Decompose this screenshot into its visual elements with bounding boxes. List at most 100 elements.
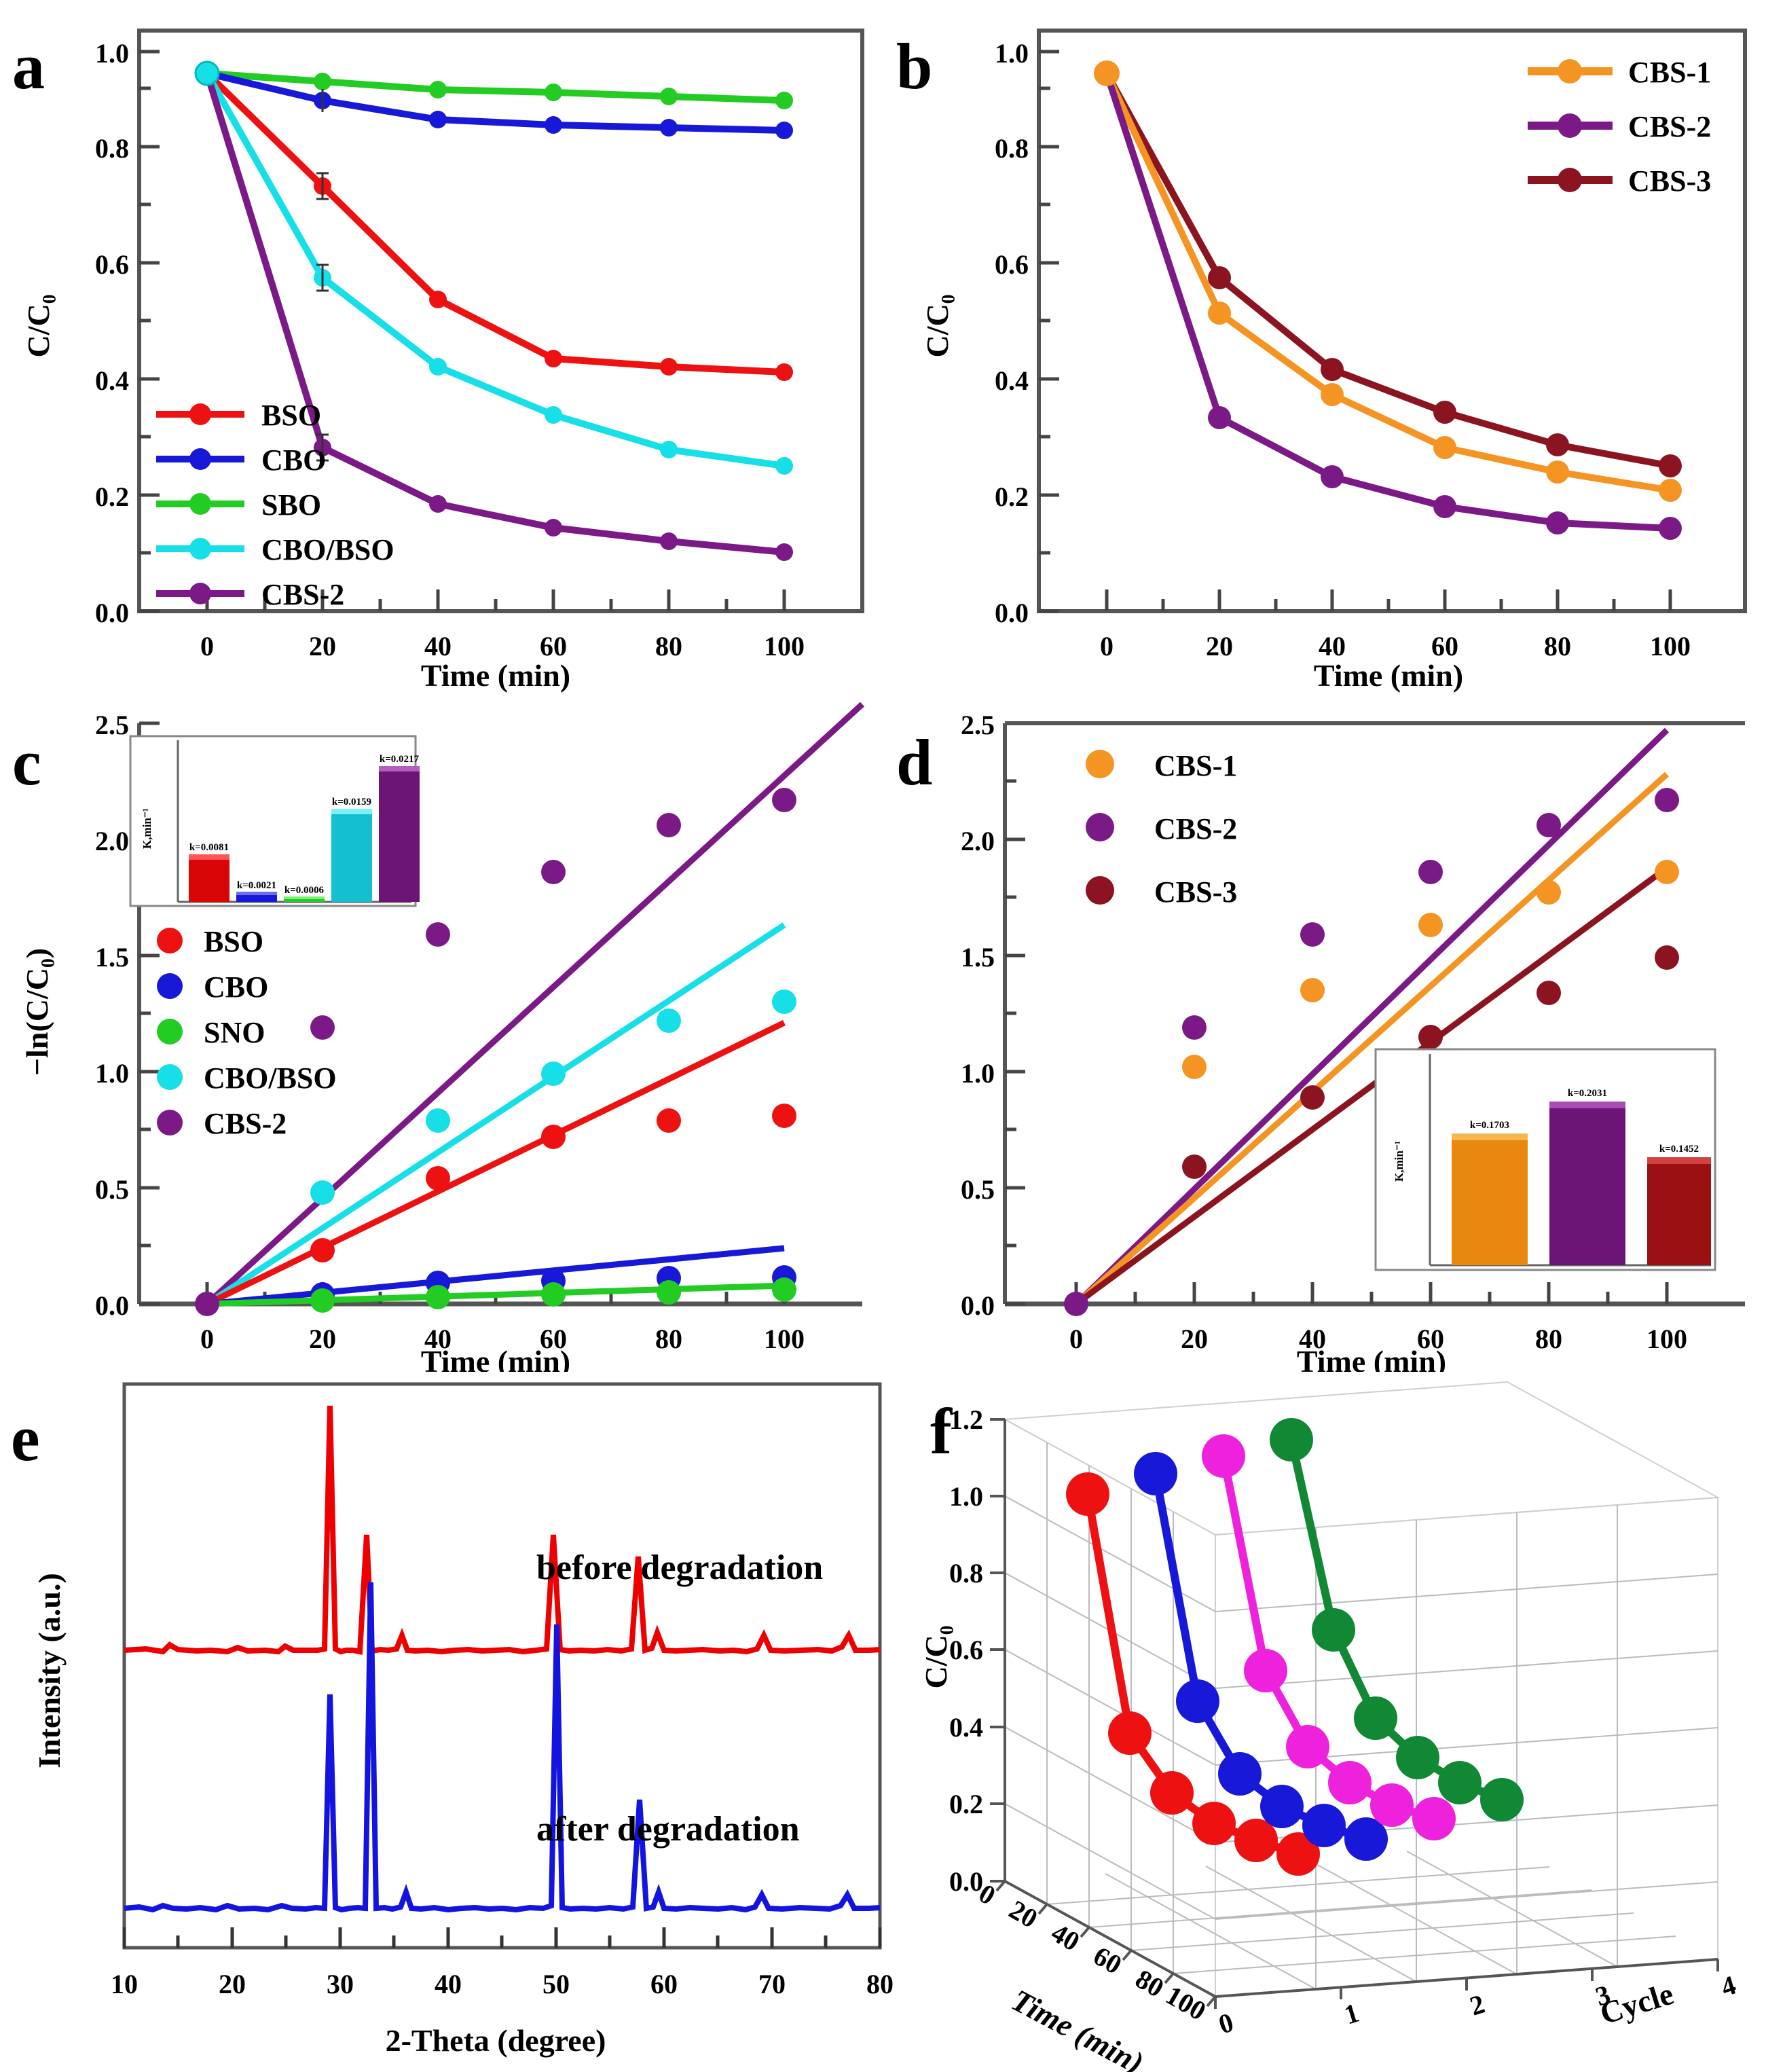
panel-d-ytick-2: 1.0 <box>961 1058 995 1089</box>
panel-e-plot: 10 20 30 40 50 60 70 80 2-Theta (degree)… <box>32 1382 894 2058</box>
panel-a-xaxis-label: Time (min) <box>421 658 570 693</box>
panel-c-ytick-0: 0.0 <box>95 1290 129 1321</box>
panel-b-legend-2: CBS-3 <box>1628 164 1711 198</box>
panel-f-cycletick-1: 1 <box>1340 1997 1362 2031</box>
panel-a-xtick-3: 60 <box>540 631 567 661</box>
panel-e-trace-label-after: after degradation <box>536 1810 800 1849</box>
panel-b-label: b <box>896 30 933 103</box>
panel-e: e 10 20 30 40 50 60 70 80 2-Theta (degre… <box>0 1372 903 2072</box>
panel-e-label: e <box>11 1402 40 1474</box>
panel-b: b 0.0 0.2 0.4 0.6 0.8 1.0 0 20 40 60 80 <box>883 0 1766 693</box>
panel-b-xtick-3: 60 <box>1431 631 1458 661</box>
panel-f-ztick-3: 0.6 <box>949 1635 983 1665</box>
panel-b-markers <box>1094 60 1682 540</box>
panel-c-inset: K,min⁻¹ k=0.0081 k=0.0021 k=0.0006 k=0.0… <box>129 735 420 907</box>
panel-b-xaxis-label: Time (min) <box>1314 658 1463 693</box>
panel-d-legend: CBS-1 CBS-2 CBS-3 <box>1086 749 1237 909</box>
panel-a-xtick-5: 100 <box>764 631 805 661</box>
panel-a-legend-0: BSO <box>261 399 321 432</box>
panel-d-ytick-1: 0.5 <box>961 1174 995 1205</box>
panel-a-legend-2: SBO <box>261 488 321 522</box>
panel-b-xtick-1: 20 <box>1206 631 1233 661</box>
panel-b-ytick-4: 0.8 <box>995 133 1029 164</box>
panel-c-xtick-4: 80 <box>655 1324 682 1354</box>
panel-d-xtick-4: 80 <box>1535 1324 1562 1354</box>
panel-d-xtick-1: 20 <box>1181 1324 1208 1354</box>
panel-c-legend-0: BSO <box>204 925 263 958</box>
panel-a-label: a <box>12 30 45 103</box>
panel-e-trace-before <box>124 1405 881 1655</box>
panel-c-legend-2: SNO <box>204 1016 265 1049</box>
panel-c-legend-4: CBS-2 <box>204 1107 287 1140</box>
panel-d-legend-2: CBS-3 <box>1154 875 1237 909</box>
panel-c-yaxis-label: −ln(C/C₀) <box>20 948 54 1076</box>
panel-b-xtick-4: 80 <box>1544 631 1571 661</box>
panel-c-xtick-5: 100 <box>764 1324 805 1354</box>
panel-c-plot: 0.0 0.5 1.0 1.5 2.0 2.5 0 20 40 60 80 10… <box>20 702 865 1372</box>
panel-b-xtick-5: 100 <box>1650 631 1691 661</box>
panel-f-ztick-5: 0.2 <box>949 1789 983 1819</box>
panel-b-legend: CBS-1 CBS-2 CBS-3 <box>1528 56 1711 198</box>
panel-a-legend: BSO CBO SBO CBO/BSO CBS-2 <box>156 399 394 611</box>
panel-a-legend-3: CBO/BSO <box>261 533 394 566</box>
panel-f-ztick-1: 1.0 <box>949 1481 983 1512</box>
panel-d-ytick-3: 1.5 <box>961 942 995 973</box>
panel-c-legend-1: CBO <box>204 970 268 1004</box>
panel-a-plot: 0.0 0.2 0.4 0.6 0.8 1.0 0 20 40 60 80 10… <box>21 29 864 693</box>
panel-c-inset-barlabel-3: k=0.0159 <box>332 797 371 807</box>
panel-c-xtick-0: 0 <box>200 1324 214 1354</box>
panel-a-legend-4: CBS-2 <box>261 578 344 611</box>
panel-f-series-cycle4 <box>1270 1418 1524 1821</box>
panel-c-ytick-1: 0.5 <box>95 1174 129 1205</box>
panel-d-inset-ylabel: K,min⁻¹ <box>1393 1141 1405 1182</box>
panel-f-series-cycle2 <box>1134 1452 1388 1861</box>
panel-b-plot: 0.0 0.2 0.4 0.6 0.8 1.0 0 20 40 60 80 10… <box>920 29 1747 693</box>
panel-c-label: c <box>12 726 41 799</box>
panel-b-ytick-5: 1.0 <box>995 38 1029 69</box>
panel-e-xtick-6: 70 <box>758 1969 786 1999</box>
panel-f-ztick-6: 0.0 <box>949 1866 983 1897</box>
panel-d-legend-1: CBS-2 <box>1154 812 1237 846</box>
panel-a-xtick-1: 20 <box>309 631 336 661</box>
panel-e-yaxis-label: Intensity (a.u.) <box>32 1573 67 1768</box>
panel-f-ztick-0: 1.2 <box>949 1404 983 1435</box>
panel-c-legend-3: CBO/BSO <box>204 1061 337 1095</box>
panel-f-xaxis-label: Time (min) <box>1006 1982 1149 2072</box>
panel-a-ytick-1: 0.2 <box>95 481 129 512</box>
panel-d: d 0.0 0.5 1.0 1.5 2.0 2.5 0 20 40 60 80 <box>883 693 1766 1372</box>
panel-c-inset-barlabel-4: k=0.0217 <box>380 754 420 765</box>
panel-a-ytick-0: 0.0 <box>95 598 129 628</box>
panel-a-yaxis-label: C/C₀ <box>21 294 56 357</box>
panel-c-markers <box>195 788 796 1316</box>
panel-e-xtick-7: 80 <box>866 1969 894 1999</box>
panel-b-yaxis-label: C/C₀ <box>920 294 955 357</box>
panel-b-ytick-0: 0.0 <box>995 598 1029 628</box>
panel-d-legend-0: CBS-1 <box>1154 749 1237 782</box>
panel-f-xtick-5: 100 <box>1161 1980 1211 2026</box>
panel-a-xtick-0: 0 <box>200 631 214 661</box>
panel-e-xtick-1: 20 <box>219 1969 246 1999</box>
panel-c-inset-barlabel-2: k=0.0006 <box>284 885 325 896</box>
panel-b-legend-0: CBS-1 <box>1628 56 1711 89</box>
panel-b-ytick-1: 0.2 <box>995 481 1029 512</box>
panel-c: c 0.0 0.5 1.0 1.5 2.0 2.5 0 20 40 60 80 <box>0 693 883 1372</box>
panel-c-legend: BSO CBO SNO CBO/BSO CBS-2 <box>157 925 337 1140</box>
panel-c-inset-barlabel-1: k=0.0021 <box>237 880 276 891</box>
panel-d-xtick-3: 60 <box>1417 1324 1444 1354</box>
panel-c-inset-barlabel-0: k=0.0081 <box>189 842 229 853</box>
panel-c-ytick-2: 1.0 <box>95 1058 129 1089</box>
panel-a-xtick-2: 40 <box>424 631 452 661</box>
panel-f-cycletick-2: 2 <box>1466 1988 1488 2022</box>
panel-b-ytick-2: 0.4 <box>995 365 1029 396</box>
panel-c-xaxis-label: Time (min) <box>421 1344 570 1372</box>
panel-f-ztick-4: 0.4 <box>949 1712 983 1743</box>
panel-a-ytick-2: 0.4 <box>95 365 129 396</box>
panel-a: a 0.0 0.2 0.4 0.6 0.8 1.0 0 20 40 <box>0 0 883 693</box>
panel-c-xtick-3: 60 <box>540 1324 567 1354</box>
panel-a-xtick-4: 80 <box>655 631 682 661</box>
panel-f-label: f <box>930 1395 952 1468</box>
panel-a-ytick-5: 1.0 <box>95 38 129 69</box>
panel-d-inset-barlabel-2: k=0.1452 <box>1659 1144 1699 1155</box>
panel-c-ytick-4: 2.0 <box>95 826 129 856</box>
panel-e-trace-after <box>124 1582 881 1913</box>
